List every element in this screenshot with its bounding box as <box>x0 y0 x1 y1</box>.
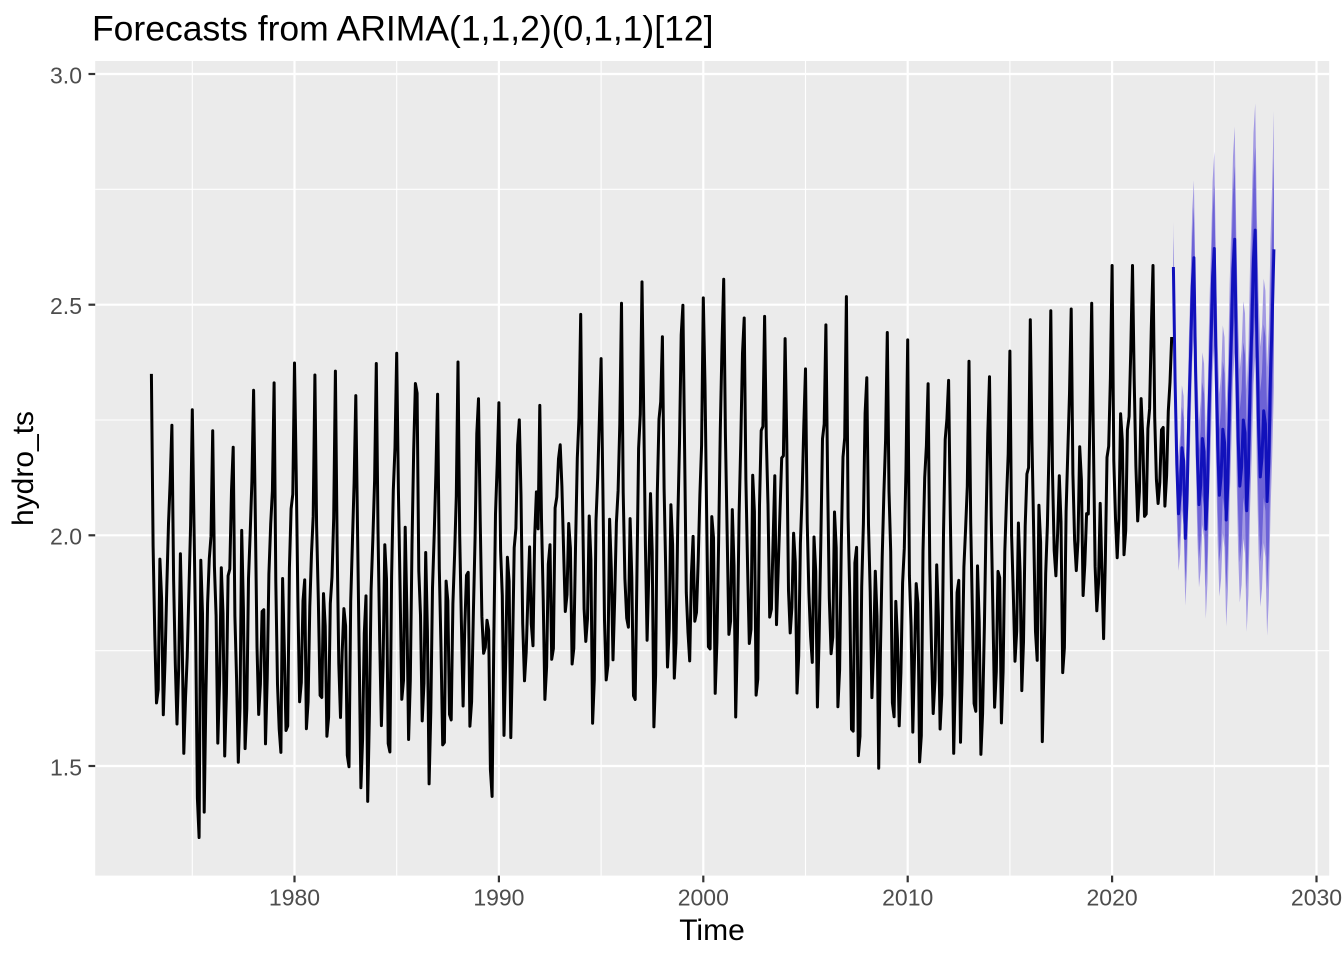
svg-text:2.0: 2.0 <box>50 524 82 550</box>
svg-text:2010: 2010 <box>882 885 933 911</box>
svg-text:1980: 1980 <box>269 885 320 911</box>
svg-text:hydro_ts: hydro_ts <box>7 411 40 526</box>
svg-text:2020: 2020 <box>1087 885 1138 911</box>
svg-text:Time: Time <box>679 914 745 947</box>
svg-text:2030: 2030 <box>1291 885 1342 911</box>
svg-text:1.5: 1.5 <box>50 754 82 780</box>
svg-text:1990: 1990 <box>473 885 524 911</box>
svg-text:3.0: 3.0 <box>50 62 82 88</box>
svg-text:2.5: 2.5 <box>50 293 82 319</box>
svg-text:Forecasts from ARIMA(1,1,2)(0,: Forecasts from ARIMA(1,1,2)(0,1,1)[12] <box>92 9 713 49</box>
svg-text:2000: 2000 <box>678 885 729 911</box>
